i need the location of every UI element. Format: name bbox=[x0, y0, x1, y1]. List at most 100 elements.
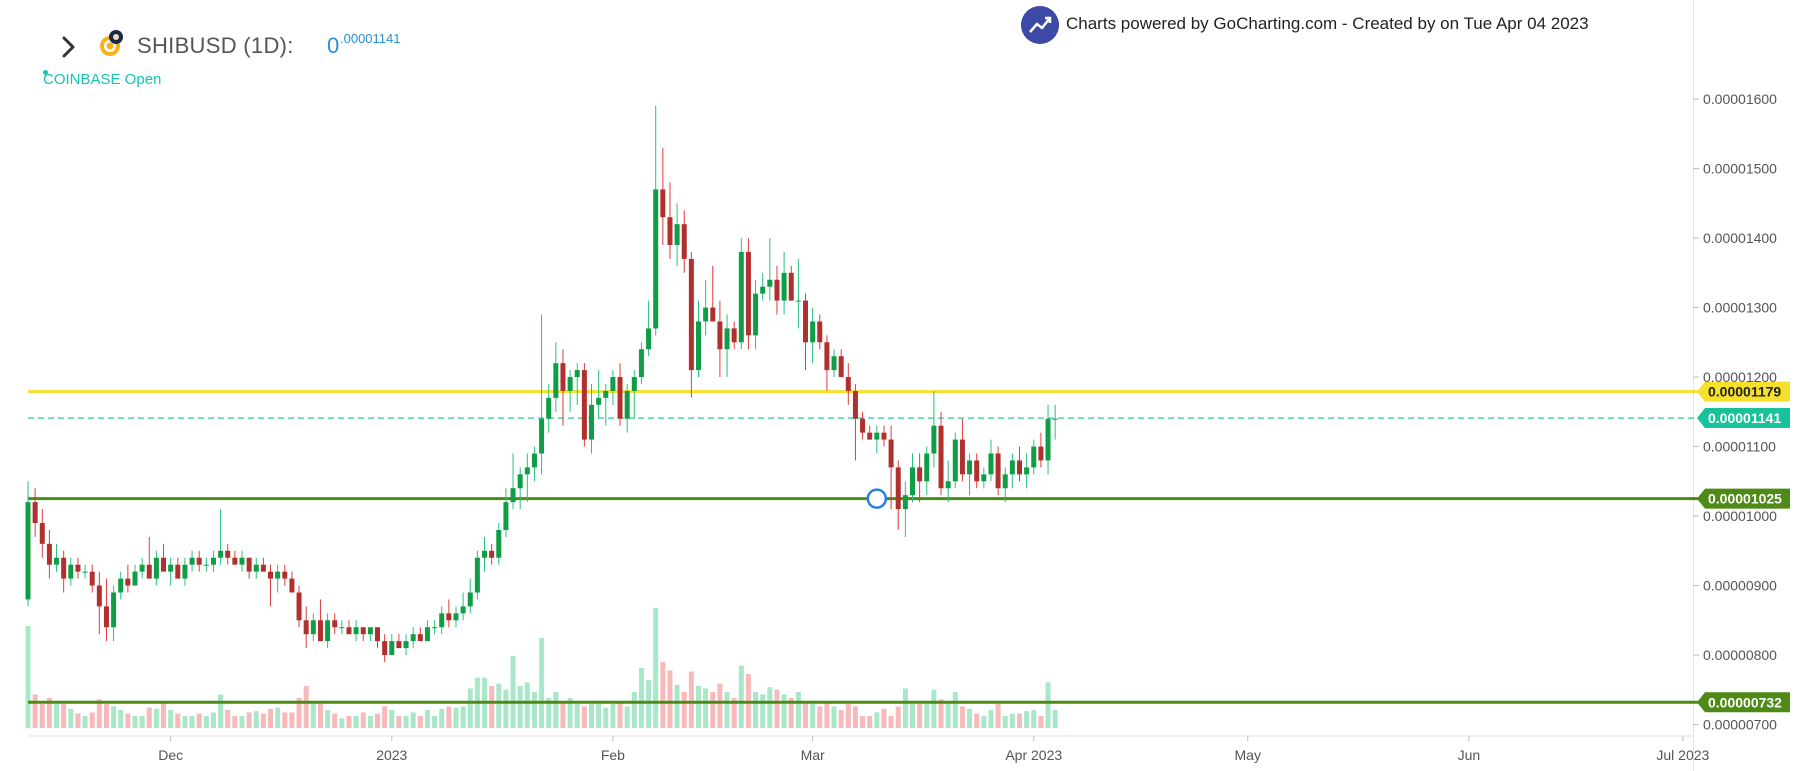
volume-bar bbox=[574, 704, 580, 728]
x-tick-label: Mar bbox=[801, 747, 825, 763]
volume-bar bbox=[196, 713, 202, 728]
volume-bar bbox=[696, 686, 702, 728]
time-axis[interactable]: Dec 2023 Feb Mar Apr 2023 May Jun Jul 2023 bbox=[28, 735, 1710, 763]
candle-body bbox=[46, 543, 52, 565]
current-price-integer: 0 bbox=[327, 33, 340, 58]
candle-body bbox=[553, 363, 559, 398]
candle-body bbox=[638, 349, 644, 378]
candle-body bbox=[760, 286, 766, 294]
volume-bar bbox=[674, 684, 680, 728]
candle-body bbox=[724, 328, 730, 350]
x-tick-label: Feb bbox=[601, 747, 625, 763]
volume-bar bbox=[210, 712, 216, 728]
volume-bar bbox=[389, 710, 395, 728]
candle-body bbox=[981, 474, 987, 482]
volume-bar bbox=[881, 708, 887, 728]
volume-bar bbox=[738, 665, 744, 728]
volume-bar bbox=[1024, 711, 1030, 728]
candle-body bbox=[831, 356, 837, 371]
volume-bar bbox=[317, 701, 323, 728]
volume-bar bbox=[603, 707, 609, 728]
volume-bar bbox=[1052, 710, 1058, 728]
candle-body bbox=[1052, 418, 1058, 420]
candle-body bbox=[89, 571, 95, 586]
volume-bar bbox=[360, 712, 366, 728]
candle-body bbox=[653, 189, 659, 329]
candle-body bbox=[317, 620, 323, 642]
level-price-label: 0.00001025 bbox=[1708, 491, 1782, 507]
level-price-tag bbox=[1697, 488, 1790, 509]
candle-body bbox=[1009, 460, 1015, 475]
volume-bar bbox=[489, 686, 495, 728]
chevron-right-icon[interactable] bbox=[56, 34, 82, 60]
x-tick-label: Dec bbox=[158, 747, 183, 763]
candle-body bbox=[596, 397, 602, 405]
candle-body bbox=[1002, 474, 1008, 489]
volume-bar bbox=[146, 707, 152, 728]
volume-bar bbox=[503, 689, 509, 728]
candle-body bbox=[803, 300, 809, 343]
volume-bar bbox=[703, 688, 709, 728]
volume-bar bbox=[61, 701, 67, 728]
volume-bar bbox=[1038, 716, 1044, 728]
candle-body bbox=[902, 495, 908, 510]
volume-bar bbox=[1031, 710, 1037, 728]
candle-body bbox=[924, 453, 930, 482]
volume-bar bbox=[153, 708, 159, 728]
y-tick-label: 0.00001600 bbox=[1703, 91, 1777, 107]
candle-body bbox=[610, 377, 616, 391]
volume-bar bbox=[39, 704, 45, 728]
price-axis[interactable]: 0.00001179 0.00001141 0.00001025 0.00000732… bbox=[1693, 91, 1790, 733]
candle-body bbox=[396, 641, 402, 649]
volume-bar bbox=[638, 668, 644, 728]
volume-bar bbox=[717, 683, 723, 728]
volume-bar bbox=[296, 698, 302, 728]
y-tick-label: 0.00001000 bbox=[1703, 508, 1777, 524]
volume-bar bbox=[895, 706, 901, 728]
volume-bar bbox=[838, 710, 844, 728]
volume-bar bbox=[631, 692, 637, 728]
volume-bar bbox=[268, 708, 274, 728]
volume-bar bbox=[346, 716, 352, 728]
volume-bar bbox=[988, 710, 994, 728]
candle-body bbox=[503, 502, 509, 530]
candle-body bbox=[888, 439, 894, 468]
candle-body bbox=[895, 467, 901, 510]
x-tick-label: Apr 2023 bbox=[1005, 747, 1062, 763]
candle-body bbox=[310, 620, 316, 635]
candle-body bbox=[931, 425, 937, 454]
candle-body bbox=[938, 425, 944, 489]
chart-credit[interactable]: Charts powered by GoCharting.com - Creat… bbox=[1066, 14, 1589, 33]
volume-bar bbox=[396, 716, 402, 728]
candle-body bbox=[111, 592, 117, 628]
candle-body bbox=[717, 321, 723, 350]
volume-bar bbox=[161, 701, 167, 728]
candle-body bbox=[103, 606, 109, 628]
volume-bar bbox=[410, 712, 416, 728]
candle-body bbox=[952, 439, 958, 482]
candle-body bbox=[439, 613, 445, 628]
candle-body bbox=[917, 467, 923, 482]
volume-bar bbox=[981, 716, 987, 728]
volume-bar bbox=[289, 712, 295, 728]
candle-body bbox=[275, 571, 281, 579]
candle-body bbox=[210, 557, 216, 565]
candle-body bbox=[909, 467, 915, 496]
level-price-label: 0.00001141 bbox=[1708, 410, 1781, 426]
volume-bar bbox=[232, 716, 238, 728]
candle-body bbox=[867, 432, 873, 440]
volume-bar bbox=[974, 713, 980, 728]
y-tick-label: 0.00001100 bbox=[1703, 439, 1776, 455]
candle-body bbox=[646, 328, 652, 350]
trend-up-logo-icon[interactable] bbox=[1021, 6, 1059, 44]
y-tick-label: 0.00000700 bbox=[1703, 717, 1777, 733]
volume-bar bbox=[867, 716, 873, 728]
volume-bar bbox=[760, 694, 766, 728]
candle-body bbox=[410, 634, 416, 642]
candle-body bbox=[667, 217, 673, 246]
candle-body bbox=[824, 342, 830, 371]
volume-bar bbox=[774, 689, 780, 728]
volume-bar bbox=[781, 694, 787, 728]
candle-body bbox=[289, 578, 295, 593]
